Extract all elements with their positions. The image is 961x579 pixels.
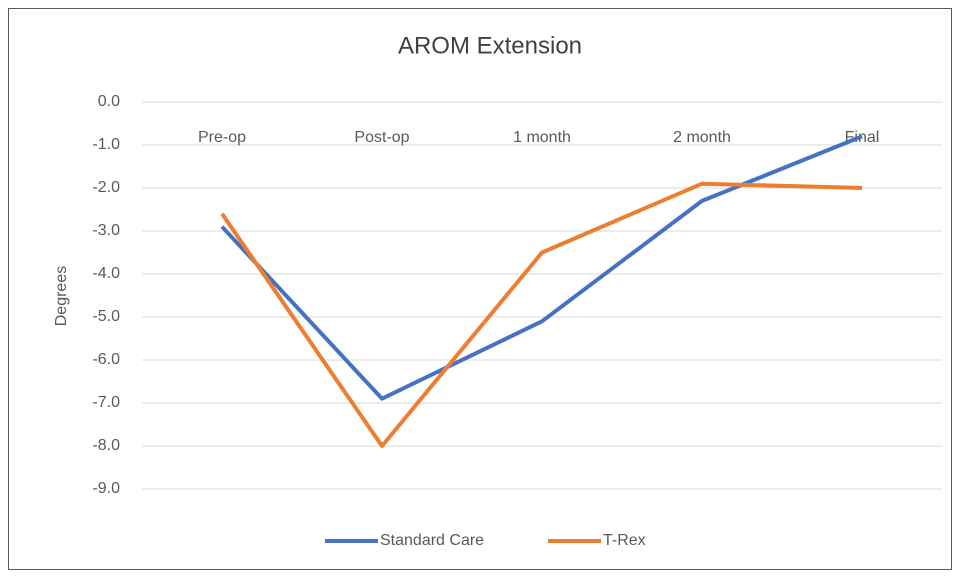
chart-title: AROM Extension [398, 32, 582, 59]
x-tick-label: Post-op [354, 129, 409, 146]
x-tick-label: 2 month [673, 129, 731, 146]
y-tick-label: -9.0 [92, 480, 120, 497]
y-tick-label: -4.0 [92, 265, 120, 282]
y-tick-label: -2.0 [92, 179, 120, 196]
y-tick-label: 0.0 [98, 93, 120, 110]
y-axis-label: Degrees [53, 266, 70, 326]
y-tick-label: -6.0 [92, 351, 120, 368]
x-tick-label: Pre-op [198, 129, 246, 146]
legend-label: Standard Care [380, 532, 484, 549]
chart-border [8, 8, 952, 570]
x-tick-label: 1 month [513, 129, 571, 146]
y-tick-label: -1.0 [92, 136, 120, 153]
y-tick-label: -5.0 [92, 308, 120, 325]
y-tick-label: -8.0 [92, 437, 120, 454]
series-line [220, 134, 863, 401]
y-tick-label: -7.0 [92, 394, 120, 411]
y-tick-label: -3.0 [92, 222, 120, 239]
series-line [220, 181, 863, 448]
legend-label: T-Rex [603, 532, 646, 549]
